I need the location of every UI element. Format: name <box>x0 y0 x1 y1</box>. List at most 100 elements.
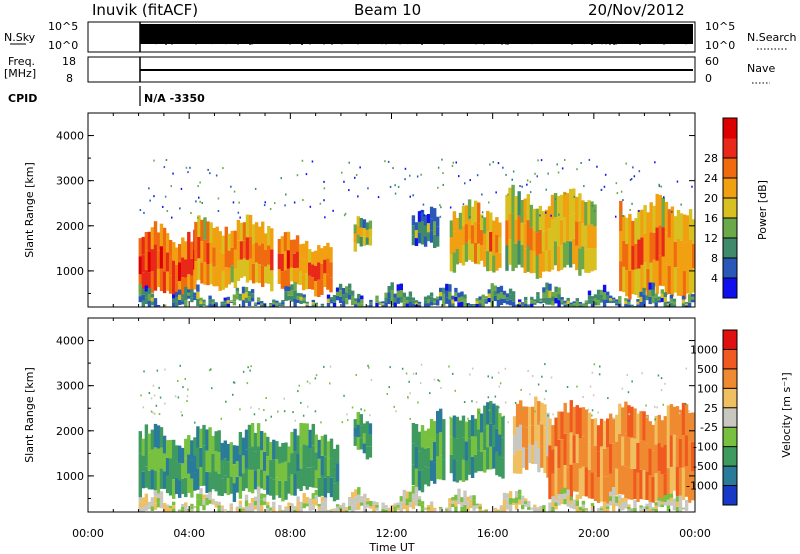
echo-cell <box>581 223 585 247</box>
nsky-spike <box>691 24 693 42</box>
echo-cell <box>599 446 604 474</box>
echo-cell <box>232 298 237 302</box>
echo-speck <box>332 209 334 212</box>
echo-speck <box>451 164 454 167</box>
echo-speck <box>199 200 201 203</box>
echo-speck <box>631 380 633 383</box>
echo-cell <box>168 505 173 508</box>
echo-cell <box>547 228 552 250</box>
echo-cell <box>405 300 410 304</box>
echo-cell <box>365 446 370 460</box>
echo-cell <box>593 294 598 298</box>
echo-speck <box>512 170 515 173</box>
echo-cell <box>235 461 240 477</box>
echo-cell <box>514 497 519 504</box>
echo-cell <box>317 262 321 280</box>
echo-cell <box>483 450 487 473</box>
echo-cell <box>615 496 619 500</box>
echo-cell <box>551 296 555 301</box>
echo-cell <box>302 243 306 260</box>
echo-cell <box>684 507 689 511</box>
echo-cell <box>480 214 484 230</box>
echo-speck <box>583 185 585 188</box>
nsky-spike <box>675 26 677 44</box>
echo-speck <box>148 392 151 394</box>
echo-speck <box>632 166 634 169</box>
echo-cell <box>190 258 194 276</box>
echo-cell <box>645 506 649 510</box>
nsky-spike <box>573 25 575 43</box>
echo-speck <box>487 396 490 399</box>
echo-cell <box>411 443 416 465</box>
echo-cell <box>190 275 194 293</box>
nsky-spike <box>429 24 431 43</box>
echo-cell <box>266 501 270 505</box>
echo-cell <box>335 506 340 510</box>
echo-cell <box>618 296 622 300</box>
echo-speck <box>547 414 549 417</box>
echo-cell <box>396 502 400 505</box>
echo-speck <box>302 199 304 201</box>
echo-cell <box>596 451 601 477</box>
nsky-spike <box>407 26 409 45</box>
echo-cell <box>247 505 252 509</box>
echo-speck <box>534 172 536 175</box>
echo-speck <box>589 385 592 388</box>
echo-cell <box>669 298 674 303</box>
echo-cell <box>414 300 419 303</box>
colorbar-tick-label: -100 <box>693 441 718 454</box>
echo-cell <box>490 283 494 291</box>
echo-cell <box>314 434 318 453</box>
echo-speck <box>343 180 345 183</box>
echo-cell <box>253 303 258 305</box>
echo-cell <box>687 302 692 307</box>
echo-cell <box>569 496 573 501</box>
echo-cell <box>138 290 142 297</box>
echo-cell <box>590 419 595 446</box>
echo-speck <box>152 411 154 414</box>
echo-cell <box>645 471 649 500</box>
echo-cell <box>542 287 546 293</box>
echo-cell <box>554 499 558 503</box>
echo-speck <box>441 158 443 161</box>
echo-cell <box>575 462 579 492</box>
echo-cell <box>661 256 665 287</box>
nsky-spike <box>247 25 249 44</box>
echo-cell <box>535 232 540 256</box>
nsky-spike <box>653 24 655 43</box>
echo-cell <box>414 238 419 246</box>
echo-cell <box>144 285 149 292</box>
echo-speck <box>329 382 331 385</box>
echo-cell <box>602 284 607 293</box>
echo-cell <box>223 509 227 510</box>
echo-cell <box>654 444 658 473</box>
echo-cell <box>566 412 570 441</box>
echo-cell <box>467 239 472 261</box>
echo-cell <box>691 296 695 300</box>
echo-cell <box>480 413 484 433</box>
echo-cell <box>672 301 677 305</box>
echo-cell <box>533 301 537 304</box>
echo-cell <box>363 499 367 506</box>
echo-cell <box>311 445 315 467</box>
echo-cell <box>224 267 228 288</box>
nsky-spike <box>387 24 389 42</box>
echo-cell <box>281 443 285 463</box>
echo-cell <box>369 302 373 305</box>
echo-cell <box>141 272 145 291</box>
echo-cell <box>244 297 249 303</box>
nsky-spike <box>287 25 289 43</box>
echo-cell <box>175 264 179 283</box>
nsky-spike <box>651 25 653 43</box>
nsky-spike <box>215 26 217 44</box>
echo-cell <box>281 302 285 305</box>
echo-cell <box>684 303 689 306</box>
echo-cell <box>477 408 481 430</box>
echo-speck <box>676 180 679 183</box>
echo-cell <box>295 268 300 285</box>
echo-speck <box>230 185 232 188</box>
echo-cell <box>646 240 650 269</box>
echo-cell <box>667 265 672 294</box>
echo-cell <box>159 447 164 469</box>
